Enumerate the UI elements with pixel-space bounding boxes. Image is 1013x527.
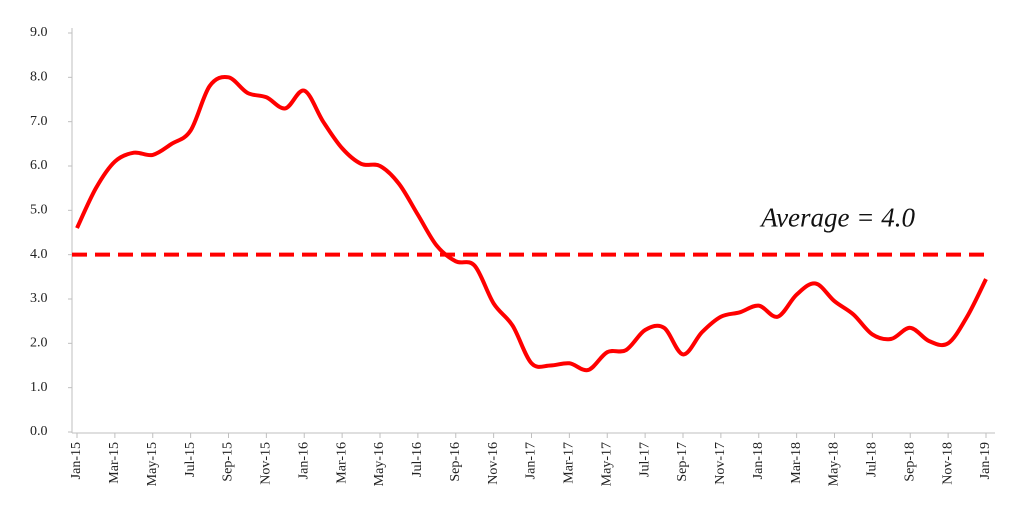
x-tick-label: May-17 xyxy=(599,442,614,486)
x-tick-label: May-18 xyxy=(827,442,842,486)
y-tick-label: 0.0 xyxy=(30,424,48,439)
x-tick-label: Sep-18 xyxy=(902,442,917,482)
y-tick-label: 4.0 xyxy=(30,247,48,262)
x-tick-label: Jan-18 xyxy=(751,442,766,479)
y-tick-label: 8.0 xyxy=(30,70,48,85)
x-tick-label: Jul-18 xyxy=(865,442,880,477)
y-tick-label: 3.0 xyxy=(30,291,48,306)
series-line xyxy=(75,75,988,373)
x-tick-label: Jul-16 xyxy=(410,442,425,477)
y-tick-label: 5.0 xyxy=(30,203,48,218)
x-tick-label: May-16 xyxy=(372,442,387,486)
x-tick-label: Nov-18 xyxy=(940,442,955,485)
x-tick-label: Jul-15 xyxy=(183,442,198,477)
x-tick-label: Mar-18 xyxy=(789,442,804,484)
x-tick-label: Mar-15 xyxy=(107,442,122,484)
y-tick-label: 2.0 xyxy=(30,336,48,351)
x-tick-label: Mar-17 xyxy=(562,442,577,484)
x-tick-label: Jul-17 xyxy=(637,442,652,477)
x-tick-label: Jan-15 xyxy=(69,442,84,479)
x-tick-label: Jan-17 xyxy=(524,442,539,479)
x-tick-label: Jan-19 xyxy=(978,442,993,479)
average-label: Average = 4.0 xyxy=(759,203,915,233)
y-tick-label: 7.0 xyxy=(30,114,48,129)
x-tick-label: Sep-16 xyxy=(448,442,463,482)
x-tick-label: Mar-16 xyxy=(334,442,349,484)
y-tick-label: 9.0 xyxy=(30,25,48,40)
x-tick-label: Sep-15 xyxy=(221,442,236,482)
x-tick-label: Nov-16 xyxy=(486,442,501,485)
x-tick-label: Sep-17 xyxy=(675,442,690,482)
x-tick-label: May-15 xyxy=(145,442,160,486)
y-tick-label: 6.0 xyxy=(30,158,48,173)
x-tick-label: Nov-15 xyxy=(259,442,274,485)
x-tick-label: Nov-17 xyxy=(713,442,728,485)
x-tick-label: Jan-16 xyxy=(296,442,311,479)
y-tick-label: 1.0 xyxy=(30,380,48,395)
